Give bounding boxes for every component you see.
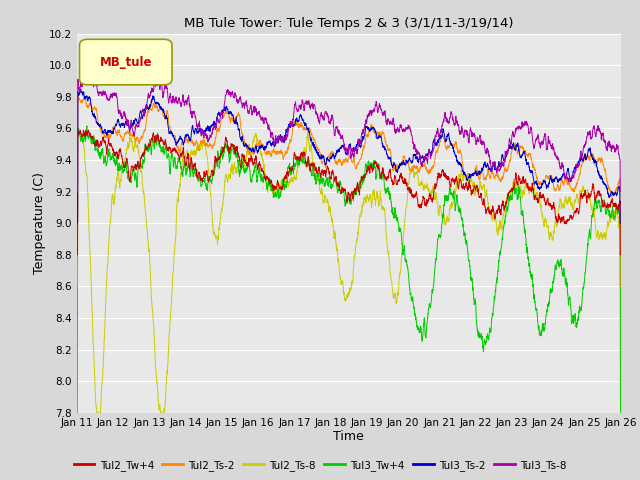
Legend: Tul2_Tw+4, Tul2_Ts-2, Tul2_Ts-8, Tul3_Tw+4, Tul3_Ts-2, Tul3_Ts-8: Tul2_Tw+4, Tul2_Ts-2, Tul2_Ts-8, Tul3_Tw… [70, 456, 570, 475]
Y-axis label: Temperature (C): Temperature (C) [33, 172, 46, 274]
Title: MB Tule Tower: Tule Temps 2 & 3 (3/1/11-3/19/14): MB Tule Tower: Tule Temps 2 & 3 (3/1/11-… [184, 17, 513, 30]
X-axis label: Time: Time [333, 431, 364, 444]
FancyBboxPatch shape [79, 39, 172, 85]
Text: MB_tule: MB_tule [99, 56, 152, 69]
